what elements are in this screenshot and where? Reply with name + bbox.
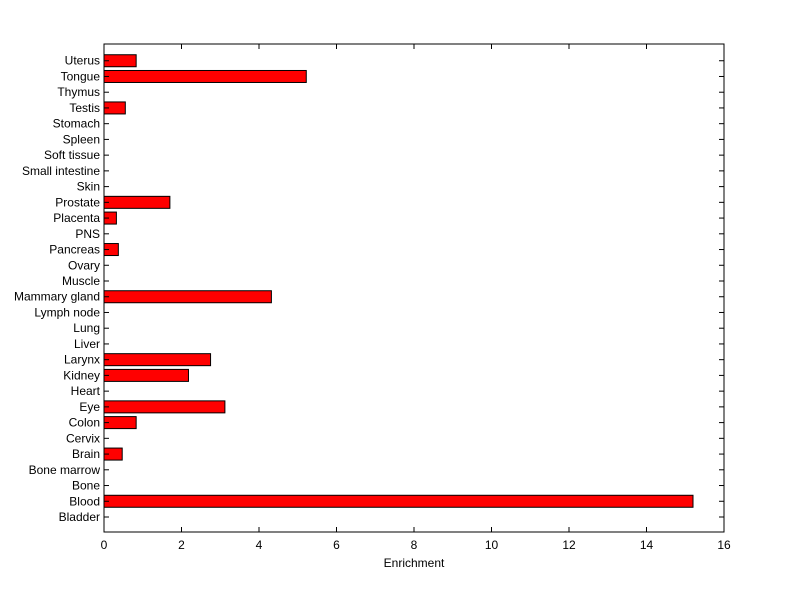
y-tick-label-pns: PNS xyxy=(75,227,100,241)
y-tick-label-bladder: Bladder xyxy=(59,510,100,524)
bar-eye xyxy=(103,400,226,414)
y-tick-label-ovary: Ovary xyxy=(68,258,100,272)
x-tick-label-2: 2 xyxy=(178,538,185,552)
plot-frame xyxy=(103,43,725,533)
x-axis-ticks: 0 2 4 6 8 10 12 14 16 xyxy=(101,44,731,552)
y-tick-label-bone-marrow: Bone marrow xyxy=(29,463,101,477)
x-tick-label-10: 10 xyxy=(485,538,499,552)
y-tick-label-placenta: Placenta xyxy=(53,211,100,225)
bar-larynx xyxy=(103,353,212,367)
x-tick-label-16: 16 xyxy=(717,538,731,552)
y-tick-label-soft-tissue: Soft tissue xyxy=(44,148,100,162)
plot-area xyxy=(104,44,724,532)
y-tick-label-kidney: Kidney xyxy=(63,368,100,382)
y-tick-label-liver: Liver xyxy=(74,337,100,351)
x-tick-label-0: 0 xyxy=(101,538,108,552)
y-tick-label-small-intestine: Small intestine xyxy=(22,164,100,178)
y-tick-label-tongue: Tongue xyxy=(61,69,101,83)
y-tick-label-lymph-node: Lymph node xyxy=(34,305,100,319)
x-tick-label-8: 8 xyxy=(411,538,418,552)
x-tick-label-12: 12 xyxy=(562,538,576,552)
y-tick-label-testis: Testis xyxy=(69,101,100,115)
y-tick-label-spleen: Spleen xyxy=(63,132,100,146)
y-tick-label-eye: Eye xyxy=(79,400,100,414)
y-tick-label-bone: Bone xyxy=(72,479,100,493)
y-tick-label-brain: Brain xyxy=(72,447,100,461)
y-tick-label-skin: Skin xyxy=(77,180,100,194)
bar-mammary-gland xyxy=(103,290,272,304)
y-tick-label-pancreas: Pancreas xyxy=(49,243,100,257)
y-tick-label-cervix: Cervix xyxy=(66,431,100,445)
y-tick-label-thymus: Thymus xyxy=(57,85,100,99)
bar-tongue xyxy=(103,69,307,83)
bar-prostate xyxy=(103,195,171,209)
y-tick-label-heart: Heart xyxy=(71,384,101,398)
y-tick-label-lung: Lung xyxy=(73,321,100,335)
y-tick-label-muscle: Muscle xyxy=(62,274,100,288)
y-tick-label-larynx: Larynx xyxy=(64,353,100,367)
x-tick-label-4: 4 xyxy=(256,538,263,552)
bar-blood xyxy=(103,494,694,508)
x-axis-label: Enrichment xyxy=(384,556,445,570)
y-tick-label-colon: Colon xyxy=(69,416,100,430)
y-tick-label-uterus: Uterus xyxy=(65,54,100,68)
x-tick-label-14: 14 xyxy=(640,538,654,552)
y-tick-label-stomach: Stomach xyxy=(53,117,100,131)
y-tick-label-blood: Blood xyxy=(69,494,100,508)
bar-kidney xyxy=(103,368,189,382)
y-tick-label-prostate: Prostate xyxy=(55,195,100,209)
x-tick-label-6: 6 xyxy=(333,538,340,552)
y-tick-label-mammary-gland: Mammary gland xyxy=(14,290,100,304)
